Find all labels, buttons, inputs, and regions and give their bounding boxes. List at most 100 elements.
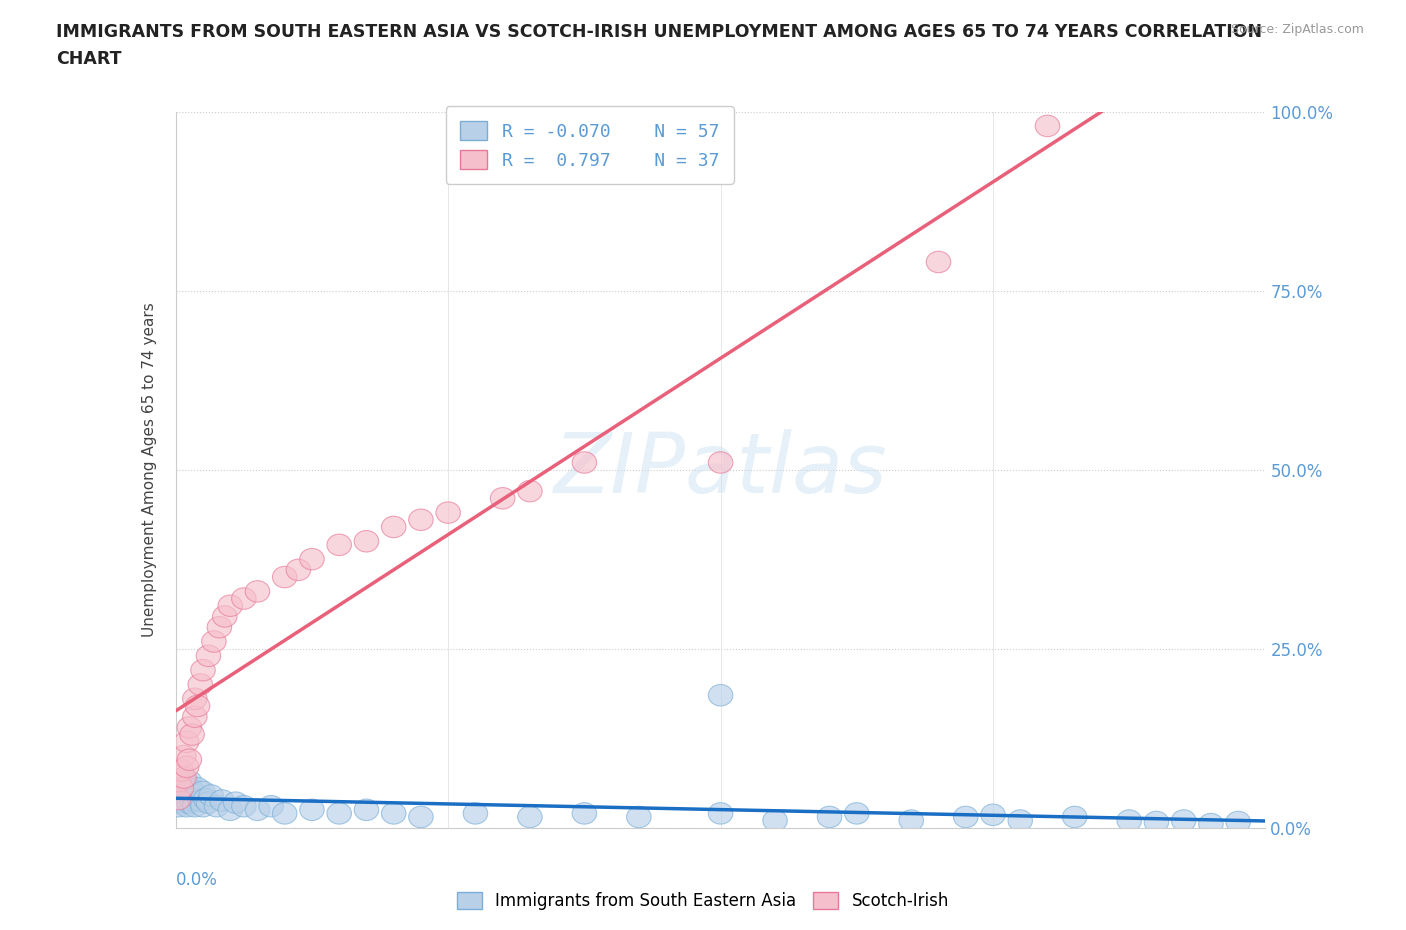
Ellipse shape <box>259 795 284 817</box>
Ellipse shape <box>183 688 207 710</box>
Ellipse shape <box>1171 810 1197 831</box>
Ellipse shape <box>299 799 325 820</box>
Ellipse shape <box>174 795 198 817</box>
Ellipse shape <box>517 806 543 828</box>
Ellipse shape <box>409 509 433 530</box>
Ellipse shape <box>188 790 212 811</box>
Text: Source: ZipAtlas.com: Source: ZipAtlas.com <box>1230 23 1364 36</box>
Ellipse shape <box>285 559 311 580</box>
Ellipse shape <box>174 782 198 804</box>
Ellipse shape <box>627 806 651 828</box>
Ellipse shape <box>1116 810 1142 831</box>
Ellipse shape <box>328 803 352 824</box>
Ellipse shape <box>299 549 325 570</box>
Ellipse shape <box>191 795 215 817</box>
Ellipse shape <box>183 795 207 817</box>
Ellipse shape <box>172 781 197 803</box>
Ellipse shape <box>572 803 596 824</box>
Ellipse shape <box>174 773 198 794</box>
Ellipse shape <box>709 452 733 473</box>
Legend: R = -0.070    N = 57, R =  0.797    N = 37: R = -0.070 N = 57, R = 0.797 N = 37 <box>446 106 734 184</box>
Ellipse shape <box>927 251 950 272</box>
Ellipse shape <box>177 749 201 770</box>
Text: ZIPatlas: ZIPatlas <box>554 429 887 511</box>
Ellipse shape <box>177 781 201 803</box>
Ellipse shape <box>180 779 204 802</box>
Ellipse shape <box>183 789 207 810</box>
Ellipse shape <box>169 789 194 810</box>
Ellipse shape <box>273 803 297 824</box>
Ellipse shape <box>709 803 733 824</box>
Ellipse shape <box>817 806 842 828</box>
Ellipse shape <box>172 767 197 789</box>
Ellipse shape <box>166 789 191 810</box>
Ellipse shape <box>166 770 191 792</box>
Ellipse shape <box>183 706 207 727</box>
Ellipse shape <box>224 792 247 814</box>
Ellipse shape <box>218 799 242 820</box>
Ellipse shape <box>1226 811 1250 832</box>
Ellipse shape <box>209 790 235 811</box>
Ellipse shape <box>198 785 224 806</box>
Ellipse shape <box>169 777 194 799</box>
Text: IMMIGRANTS FROM SOUTH EASTERN ASIA VS SCOTCH-IRISH UNEMPLOYMENT AMONG AGES 65 TO: IMMIGRANTS FROM SOUTH EASTERN ASIA VS SC… <box>56 23 1263 68</box>
Ellipse shape <box>491 487 515 509</box>
Ellipse shape <box>177 770 201 792</box>
Text: 0.0%: 0.0% <box>176 870 218 889</box>
Ellipse shape <box>1063 806 1087 828</box>
Ellipse shape <box>186 785 209 806</box>
Ellipse shape <box>172 770 197 792</box>
Ellipse shape <box>169 777 194 799</box>
Ellipse shape <box>201 631 226 652</box>
Ellipse shape <box>409 806 433 828</box>
Ellipse shape <box>169 760 194 781</box>
Ellipse shape <box>898 810 924 831</box>
Ellipse shape <box>204 795 229 817</box>
Y-axis label: Unemployment Among Ages 65 to 74 years: Unemployment Among Ages 65 to 74 years <box>142 302 157 637</box>
Ellipse shape <box>180 724 204 745</box>
Ellipse shape <box>981 804 1005 826</box>
Ellipse shape <box>191 781 215 803</box>
Ellipse shape <box>1199 814 1223 835</box>
Ellipse shape <box>709 684 733 706</box>
Ellipse shape <box>197 645 221 667</box>
Ellipse shape <box>174 756 198 777</box>
Ellipse shape <box>572 452 596 473</box>
Ellipse shape <box>1144 811 1168 832</box>
Ellipse shape <box>172 792 197 814</box>
Ellipse shape <box>174 731 198 752</box>
Ellipse shape <box>177 792 201 814</box>
Ellipse shape <box>245 580 270 602</box>
Ellipse shape <box>232 588 256 609</box>
Ellipse shape <box>381 516 406 538</box>
Ellipse shape <box>180 790 204 811</box>
Ellipse shape <box>186 696 209 717</box>
Ellipse shape <box>245 799 270 820</box>
Ellipse shape <box>166 795 191 817</box>
Ellipse shape <box>197 792 221 814</box>
Ellipse shape <box>186 777 209 799</box>
Ellipse shape <box>354 530 378 552</box>
Ellipse shape <box>763 810 787 831</box>
Ellipse shape <box>172 745 197 767</box>
Ellipse shape <box>191 659 215 681</box>
Ellipse shape <box>1035 115 1060 137</box>
Ellipse shape <box>436 502 460 524</box>
Legend: Immigrants from South Eastern Asia, Scotch-Irish: Immigrants from South Eastern Asia, Scot… <box>450 885 956 917</box>
Ellipse shape <box>517 481 543 502</box>
Ellipse shape <box>1008 810 1032 831</box>
Ellipse shape <box>845 803 869 824</box>
Ellipse shape <box>194 789 218 810</box>
Ellipse shape <box>188 673 212 696</box>
Ellipse shape <box>218 595 242 617</box>
Ellipse shape <box>381 803 406 824</box>
Ellipse shape <box>207 617 232 638</box>
Ellipse shape <box>232 795 256 817</box>
Ellipse shape <box>953 806 979 828</box>
Ellipse shape <box>273 566 297 588</box>
Ellipse shape <box>328 534 352 555</box>
Ellipse shape <box>463 803 488 824</box>
Ellipse shape <box>166 774 191 795</box>
Ellipse shape <box>177 717 201 738</box>
Ellipse shape <box>212 605 238 627</box>
